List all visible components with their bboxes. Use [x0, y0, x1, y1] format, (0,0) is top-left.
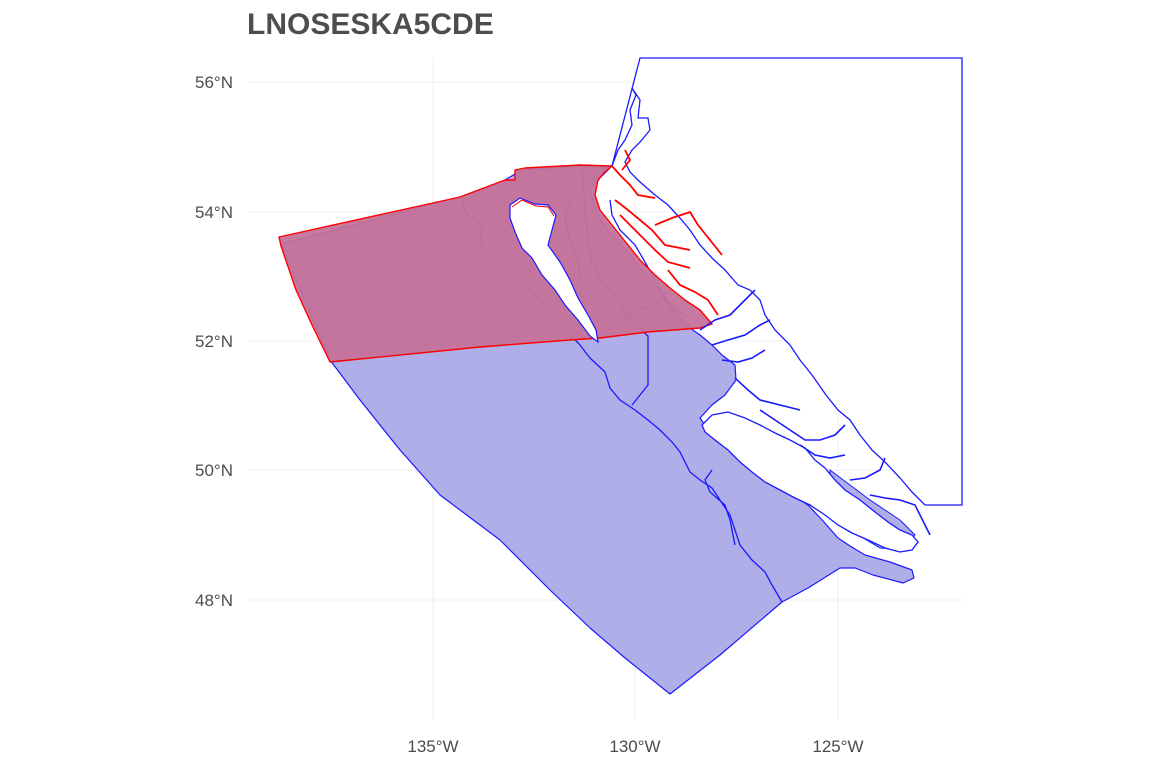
y-axis: 56°N 54°N 52°N 50°N 48°N — [195, 73, 233, 610]
map-title: LNOSESKA5CDE — [247, 8, 494, 41]
x-tick-label: 125°W — [812, 737, 863, 756]
fjord-line — [699, 289, 756, 331]
fjords — [699, 289, 931, 536]
fjords-selected — [611, 149, 723, 316]
fjord-line-red — [619, 214, 691, 269]
land-layer — [509, 57, 963, 553]
fjord-line-red — [611, 165, 656, 199]
fjord-line — [759, 409, 846, 441]
fjord-line — [721, 349, 766, 363]
haida-gwaii-island — [509, 197, 599, 344]
fjord-line — [849, 457, 886, 481]
x-tick-label: 135°W — [407, 737, 458, 756]
fjord-line — [734, 377, 801, 411]
fjord-line-red — [614, 199, 691, 251]
fjord-line-red — [621, 149, 632, 171]
vancouver-island — [701, 411, 919, 553]
selected-area-layer — [278, 164, 713, 363]
fjord-line — [799, 444, 846, 459]
fjord-line — [711, 319, 771, 346]
fjord-line — [869, 494, 931, 536]
x-axis: 135°W 130°W 125°W — [407, 737, 863, 756]
y-tick-label: 50°N — [195, 461, 233, 480]
haida-gwaii-island-outline-red — [511, 199, 555, 217]
y-tick-label: 48°N — [195, 591, 233, 610]
boundary-line — [704, 469, 736, 546]
y-tick-label: 54°N — [195, 203, 233, 222]
mainland-coast — [611, 57, 963, 506]
selected-area-polygon — [278, 164, 713, 363]
y-tick-label: 52°N — [195, 332, 233, 351]
fjord-line-red — [667, 269, 719, 316]
fjord-line-red — [654, 210, 723, 256]
y-tick-label: 56°N — [195, 73, 233, 92]
x-tick-label: 130°W — [609, 737, 660, 756]
